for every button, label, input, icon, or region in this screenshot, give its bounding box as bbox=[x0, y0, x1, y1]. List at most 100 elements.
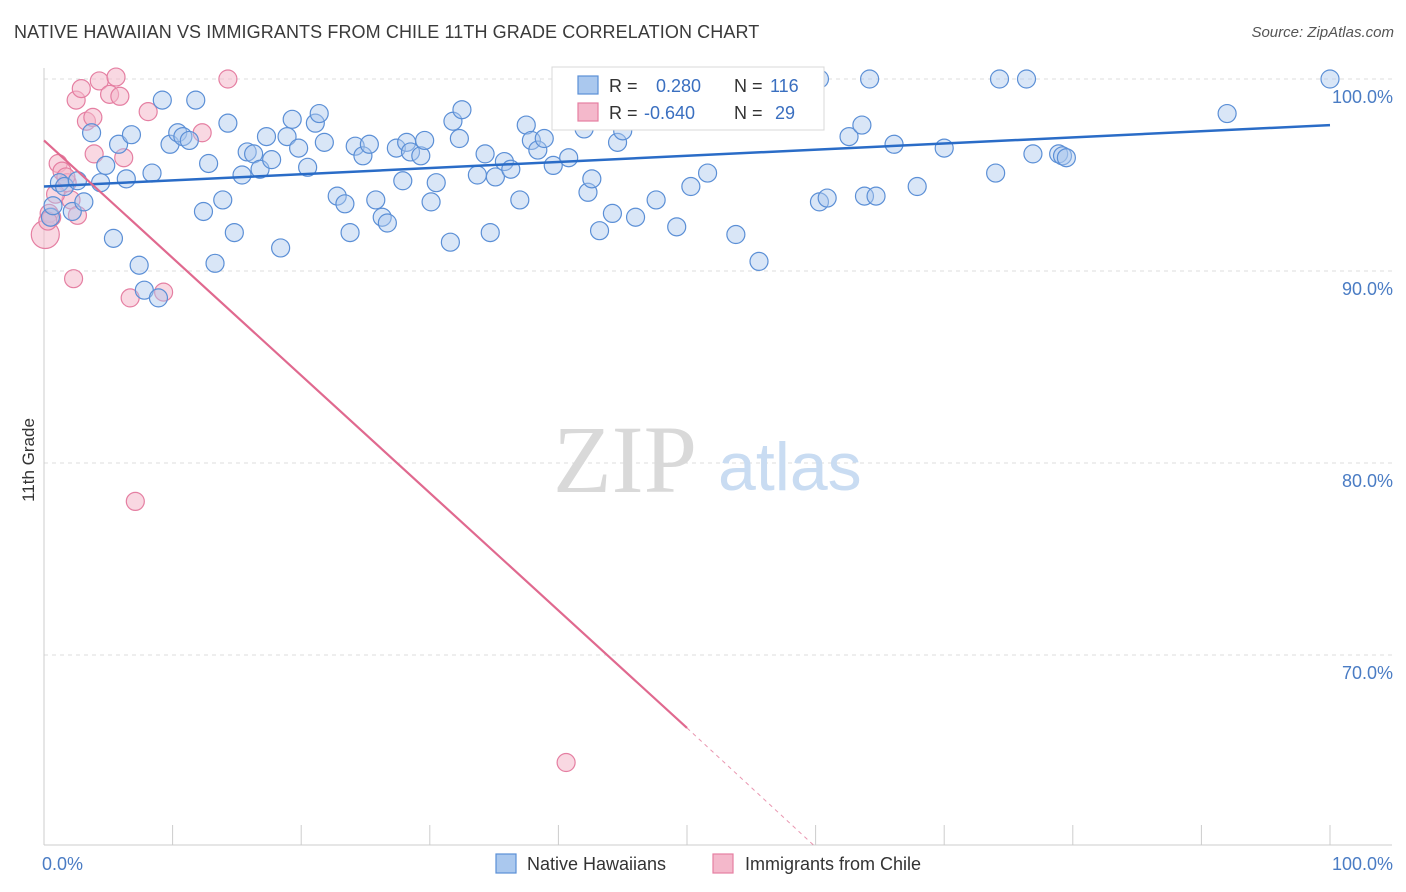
native-hawaiian-point bbox=[866, 186, 886, 206]
native-hawaiian-point bbox=[40, 207, 61, 227]
native-hawaiian-point bbox=[386, 138, 406, 158]
native-hawaiian-point bbox=[309, 103, 329, 124]
native-hawaiian-point bbox=[510, 190, 530, 210]
y-tick-label: 80.0% bbox=[1342, 471, 1393, 491]
watermark-atlas: atlas bbox=[718, 429, 862, 505]
chile-point bbox=[125, 491, 145, 511]
native-hawaiian-point bbox=[854, 186, 875, 206]
native-hawaiian-point bbox=[426, 173, 446, 193]
native-hawaiian-point bbox=[681, 176, 701, 197]
native-hawaiian-point bbox=[103, 228, 124, 248]
series-legend-swatch-immigrants-from-chile bbox=[712, 853, 734, 874]
native-hawaiian-point bbox=[607, 132, 628, 152]
legend-swatch-pink bbox=[577, 102, 599, 122]
native-hawaiian-point bbox=[377, 213, 397, 233]
native-hawaiian-point bbox=[340, 223, 360, 243]
native-hawaiian-point bbox=[907, 176, 927, 197]
chart-title: NATIVE HAWAIIAN VS IMMIGRANTS FROM CHILE… bbox=[14, 22, 760, 42]
watermark: ZIP atlas bbox=[553, 406, 862, 513]
native-hawaiian-point bbox=[168, 123, 188, 143]
series-legend-immigrants-from-chile: Immigrants from Chile bbox=[745, 854, 921, 874]
legend-swatch-blue bbox=[577, 75, 599, 95]
native-hawaiian-point bbox=[179, 130, 199, 151]
native-hawaiian-point bbox=[934, 138, 954, 158]
native-hawaiian-point bbox=[213, 190, 233, 210]
native-hawaiian-point bbox=[602, 203, 623, 223]
native-hawaiian-point bbox=[667, 217, 687, 237]
source-credit: Source: ZipAtlas.com bbox=[1251, 24, 1394, 41]
native-hawaiian-point bbox=[353, 146, 373, 166]
native-hawaiian-point bbox=[440, 232, 460, 252]
native-hawaiian-point bbox=[129, 255, 149, 275]
native-hawaiian-point bbox=[884, 134, 904, 154]
native-hawaiian-point bbox=[986, 163, 1006, 183]
native-hawaiian-point bbox=[121, 125, 142, 145]
native-hawaiian-point bbox=[152, 90, 172, 110]
x-tick-labels: 0.0% 100.0% bbox=[42, 854, 1393, 874]
native-hawaiian-point bbox=[421, 192, 441, 212]
chile-point bbox=[138, 102, 158, 122]
trend-lines bbox=[43, 123, 1331, 848]
y-tick-labels: 70.0% 80.0% 90.0% 100.0% bbox=[1332, 87, 1393, 683]
x-tick-label: 0.0% bbox=[42, 854, 83, 874]
native-hawaiian-point bbox=[480, 223, 500, 243]
native-hawaiian-point bbox=[1056, 148, 1076, 168]
native-hawaiian-point bbox=[494, 151, 514, 172]
native-hawaiian-point bbox=[852, 115, 872, 135]
native-hawaiian-point bbox=[108, 134, 129, 154]
x-tick-label: 100.0% bbox=[1332, 854, 1393, 874]
native-hawaiian-point bbox=[199, 153, 219, 174]
native-hawaiian-point bbox=[186, 90, 206, 110]
native-hawaiian-point bbox=[726, 224, 746, 245]
series-legend-native-hawaiians: Native Hawaiians bbox=[527, 854, 666, 874]
chile-point bbox=[556, 752, 576, 773]
native-hawaiian-point bbox=[335, 194, 355, 214]
native-hawaiian-point bbox=[1016, 69, 1037, 89]
native-hawaiian-point bbox=[314, 132, 334, 152]
native-hawaiian-point bbox=[1217, 103, 1237, 124]
native-hawaiian-point bbox=[559, 148, 579, 168]
native-hawaiian-point bbox=[43, 196, 63, 216]
native-hawaiian-point bbox=[74, 192, 94, 212]
chile-point bbox=[110, 86, 130, 106]
legend-r-label-pink: R = bbox=[609, 103, 638, 123]
native-hawaiian-point bbox=[282, 109, 302, 129]
native-hawaiian-point bbox=[475, 144, 495, 164]
series-legend: Native Hawaiians Immigrants from Chile bbox=[495, 853, 921, 874]
native-hawaiian-point bbox=[289, 138, 309, 158]
native-hawaiian-point bbox=[366, 190, 386, 210]
legend-n-label-pink: N = bbox=[734, 103, 763, 123]
legend-n-value-blue: 116 bbox=[770, 76, 799, 96]
native-hawaiian-point bbox=[534, 128, 554, 149]
native-hawaiian-point bbox=[232, 165, 252, 185]
native-hawaiian-point bbox=[262, 150, 282, 170]
legend-r-value-blue: 0.280 bbox=[656, 76, 701, 96]
native-hawaiian-point bbox=[817, 188, 837, 208]
chile-point bbox=[153, 282, 174, 302]
native-hawaiian-point bbox=[256, 127, 277, 147]
native-hawaiian-point bbox=[989, 69, 1010, 89]
native-hawaiian-point bbox=[697, 163, 718, 183]
y-axis-label: 11th Grade bbox=[19, 418, 38, 502]
native-hawaiian-point bbox=[839, 127, 859, 147]
native-hawaiian-point bbox=[67, 171, 88, 191]
native-hawaiian-point bbox=[452, 100, 472, 120]
native-hawaiian-point bbox=[142, 163, 162, 183]
chile-point bbox=[218, 69, 238, 89]
native-hawaiian-point bbox=[467, 165, 487, 185]
native-hawaiian-point bbox=[327, 186, 347, 206]
native-hawaiian-point bbox=[1023, 144, 1043, 164]
native-hawaiian-point bbox=[148, 288, 169, 308]
native-hawaiian-point bbox=[411, 146, 431, 166]
native-hawaiian-point bbox=[625, 207, 646, 227]
native-hawaiian-point bbox=[582, 169, 602, 189]
native-hawaiian-point bbox=[96, 155, 116, 175]
legend-n-value-pink: 29 bbox=[775, 103, 795, 123]
y-tick-label: 90.0% bbox=[1342, 279, 1393, 299]
native-hawaiian-point bbox=[305, 113, 325, 133]
native-hawaiian-point bbox=[749, 251, 769, 271]
native-hawaiian-point bbox=[345, 136, 365, 156]
native-hawaiian-point bbox=[298, 157, 318, 177]
chile-point bbox=[63, 269, 84, 289]
chile-point bbox=[83, 107, 103, 128]
